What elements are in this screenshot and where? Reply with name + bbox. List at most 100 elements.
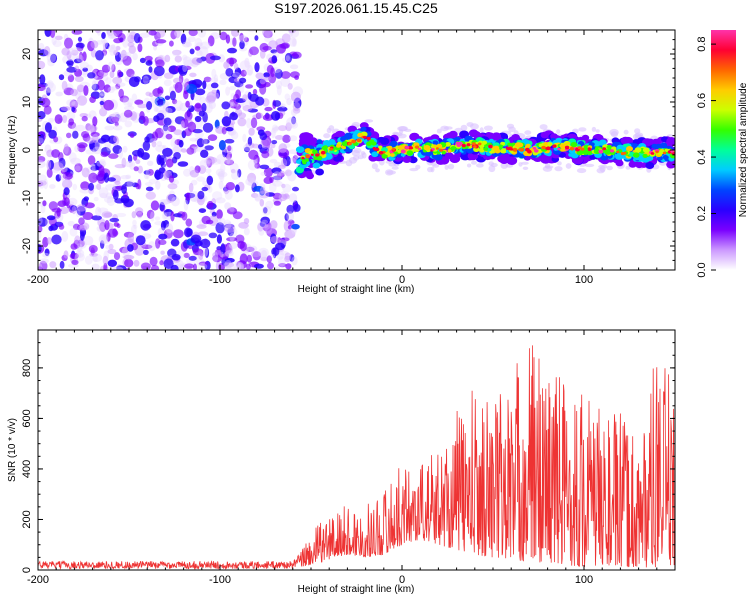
signal-halo-blob: [375, 168, 380, 173]
signal-halo-blob: [623, 129, 629, 135]
noise-blob: [184, 110, 193, 121]
noise-blob: [111, 116, 120, 123]
noise-blob: [282, 134, 291, 143]
noise-blob: [74, 65, 80, 72]
noise-blob: [67, 197, 78, 206]
noise-blob: [205, 219, 214, 225]
noise-blob: [88, 182, 94, 191]
signal-halo-blob: [542, 165, 553, 172]
snr-y-tick-label: 0: [21, 567, 33, 573]
snr-y-tick-label: 600: [21, 409, 33, 427]
spectrogram-x-axis-title: Height of straight line (km): [298, 284, 415, 295]
signal-blob: [329, 147, 333, 151]
signal-halo-blob: [364, 119, 374, 123]
noise-blob: [271, 124, 279, 133]
noise-blob: [148, 178, 158, 184]
noise-blob: [135, 159, 141, 165]
noise-blob: [159, 201, 165, 212]
noise-blob: [46, 159, 52, 171]
noise-blob: [247, 136, 253, 146]
noise-blob: [267, 262, 274, 270]
noise-blob: [198, 165, 207, 174]
noise-blob: [135, 235, 146, 246]
signal-blob: [558, 152, 566, 158]
signal-blob: [593, 148, 601, 155]
signal-blob: [650, 152, 655, 155]
noise-blob: [38, 244, 42, 254]
noise-blob: [43, 105, 52, 115]
noise-blob: [243, 144, 253, 151]
noise-blob: [122, 55, 132, 66]
signal-halo-blob: [397, 133, 407, 139]
noise-blob: [279, 170, 285, 176]
noise-blob: [291, 256, 298, 266]
signal-blob: [559, 143, 565, 149]
noise-blob: [62, 172, 73, 180]
signal-blob: [580, 147, 585, 151]
noise-blob: [38, 111, 46, 120]
signal-blob: [557, 147, 561, 151]
noise-blob: [198, 250, 204, 261]
noise-blob: [161, 212, 168, 220]
noise-blob: [55, 174, 62, 182]
noise-blob: [232, 37, 237, 47]
signal-blob: [577, 146, 582, 150]
noise-blob: [259, 221, 266, 227]
noise-blob: [233, 63, 239, 70]
spectrogram-y-tick-label: 10: [21, 96, 33, 108]
signal-blob: [356, 138, 362, 143]
noise-blob: [55, 91, 63, 97]
noise-blob: [59, 260, 65, 269]
noise-blob: [68, 152, 77, 163]
noise-blob: [97, 79, 105, 91]
noise-blob: [278, 256, 286, 267]
noise-blob: [67, 74, 75, 83]
signal-blob: [483, 147, 489, 151]
noise-blob: [282, 183, 292, 193]
noise-blob: [44, 122, 52, 133]
noise-blob: [272, 126, 280, 132]
noise-blob: [289, 64, 299, 70]
signal-blob: [540, 154, 552, 164]
noise-blob: [38, 217, 48, 227]
noise-blob: [145, 186, 154, 192]
noise-blob: [247, 91, 252, 100]
noise-blob: [137, 165, 143, 174]
noise-blob: [99, 159, 106, 164]
snr-background: [38, 330, 675, 570]
chart-title: S197.2026.061.15.45.C25: [274, 0, 438, 16]
noise-blob: [61, 166, 68, 173]
spectrogram-y-tick-label: 20: [21, 48, 33, 60]
noise-blob: [248, 149, 259, 160]
noise-blob: [125, 160, 134, 168]
signal-halo-blob: [599, 165, 606, 173]
noise-blob: [225, 244, 233, 255]
noise-blob: [139, 32, 150, 38]
noise-blob: [196, 42, 204, 47]
noise-blob: [254, 35, 259, 41]
noise-blob: [238, 222, 249, 229]
noise-blob: [239, 253, 248, 265]
signal-blob: [582, 150, 590, 155]
snr-y-tick-label: 400: [21, 460, 33, 478]
noise-blob: [208, 101, 216, 109]
snr-y-tick-label: 200: [21, 510, 33, 528]
noise-blob: [182, 41, 192, 48]
noise-blob: [268, 40, 278, 49]
signal-blob: [589, 142, 595, 147]
noise-blob: [177, 161, 189, 167]
noise-blob: [151, 141, 157, 148]
noise-blob: [158, 233, 168, 240]
signal-blob: [312, 149, 318, 155]
noise-blob: [75, 124, 86, 132]
spectrogram-x-tick-label: 0: [399, 274, 405, 286]
noise-blob: [168, 175, 175, 183]
noise-blob: [63, 197, 70, 207]
noise-blob: [163, 72, 174, 79]
signal-halo-blob: [667, 134, 674, 138]
noise-blob: [274, 125, 279, 131]
noise-blob: [111, 112, 121, 123]
noise-blob: [117, 69, 122, 78]
signal-blob: [615, 159, 624, 167]
signal-halo-blob: [578, 127, 587, 132]
